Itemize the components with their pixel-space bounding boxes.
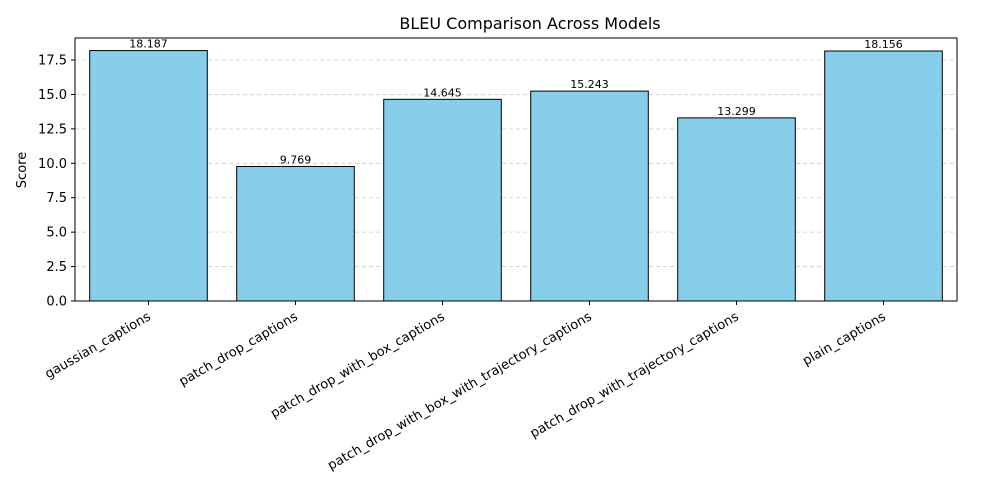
- bar-gaussian_captions: [89, 50, 208, 302]
- y-tick-label: 15.0: [38, 88, 67, 103]
- chart-title: BLEU Comparison Across Models: [399, 14, 660, 33]
- data-label-patch_drop_with_box_captions: 14.645: [423, 86, 462, 99]
- data-label-patch_drop_with_trajectory_captions: 13.299: [717, 105, 756, 118]
- y-tick-label: 2.5: [46, 260, 67, 275]
- y-tick-label: 7.5: [46, 191, 67, 206]
- y-tick-label: 0.0: [46, 295, 67, 310]
- bar-plain_captions: [824, 50, 943, 302]
- bar-patch_drop_captions: [236, 165, 355, 302]
- plot-frame: [74, 37, 958, 302]
- x-tick-label-plain_captions: plain_captions: [800, 309, 888, 369]
- data-label-patch_drop_with_box_with_trajectory_captions: 15.243: [570, 78, 609, 91]
- x-tick-label-patch_drop_with_box_with_trajectory_captions: patch_drop_with_box_with_trajectory_capt…: [325, 309, 594, 473]
- y-tick-label: 5.0: [46, 226, 67, 241]
- y-tick-label: 12.5: [38, 122, 67, 137]
- x-axis: gaussian_captions patch_drop_captions patc…: [43, 301, 889, 474]
- bar-patch_drop_with_box_captions: [383, 98, 502, 302]
- data-label-plain_captions: 18.156: [864, 38, 903, 51]
- bar-patch_drop_with_trajectory_captions: [677, 117, 796, 302]
- y-axis-label: Score: [15, 152, 30, 188]
- data-label-gaussian_captions: 18.187: [129, 38, 168, 51]
- gridlines: [75, 59, 957, 302]
- x-tick-label-patch_drop_captions: patch_drop_captions: [177, 309, 301, 389]
- bars: [89, 50, 943, 302]
- data-label-patch_drop_captions: 9.769: [280, 153, 312, 166]
- y-axis: 0.0 2.5 5.0 7.5 10.0 12.5 15.0 17.5: [38, 54, 75, 310]
- data-labels: 18.187 9.769 14.645 15.243 13.299 18.156: [129, 38, 903, 167]
- y-tick-label: 10.0: [38, 157, 67, 172]
- y-tick-label: 17.5: [38, 54, 67, 69]
- x-tick-label-gaussian_captions: gaussian_captions: [43, 309, 154, 382]
- bar-patch_drop_with_box_with_trajectory_captions: [530, 90, 649, 302]
